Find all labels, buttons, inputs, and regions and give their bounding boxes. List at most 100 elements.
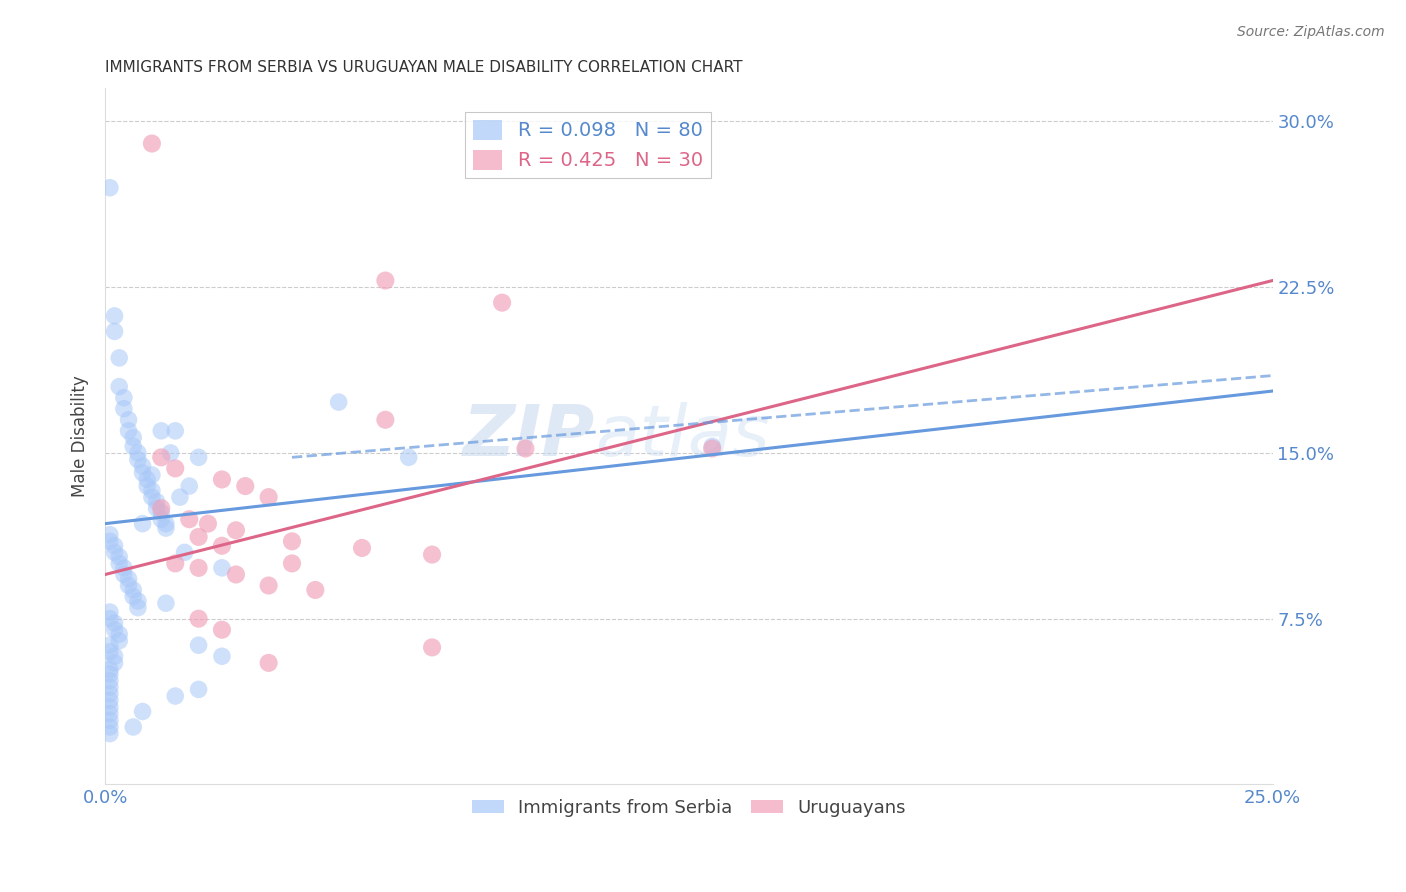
- Point: [108, 557, 131, 571]
- Point: [491, 295, 513, 310]
- Point: [187, 638, 209, 652]
- Point: [515, 442, 537, 456]
- Legend: Immigrants from Serbia, Uruguayans: Immigrants from Serbia, Uruguayans: [464, 792, 914, 824]
- Point: [187, 612, 209, 626]
- Point: [155, 516, 177, 531]
- Point: [117, 413, 139, 427]
- Point: [350, 541, 373, 555]
- Point: [420, 640, 443, 655]
- Point: [98, 645, 121, 659]
- Point: [165, 689, 187, 703]
- Point: [304, 582, 326, 597]
- Point: [131, 466, 153, 480]
- Point: [98, 667, 121, 681]
- Point: [122, 582, 145, 597]
- Point: [103, 309, 125, 323]
- Point: [108, 351, 131, 365]
- Point: [165, 557, 187, 571]
- Point: [98, 638, 121, 652]
- Point: [98, 700, 121, 714]
- Text: atlas: atlas: [596, 402, 770, 471]
- Point: [211, 623, 233, 637]
- Point: [136, 479, 159, 493]
- Point: [98, 663, 121, 677]
- Point: [197, 516, 219, 531]
- Point: [103, 616, 125, 631]
- Point: [165, 424, 187, 438]
- Point: [98, 180, 121, 194]
- Point: [179, 479, 201, 493]
- Point: [108, 627, 131, 641]
- Point: [98, 680, 121, 694]
- Point: [112, 567, 135, 582]
- Point: [150, 512, 173, 526]
- Point: [136, 472, 159, 486]
- Text: IMMIGRANTS FROM SERBIA VS URUGUAYAN MALE DISABILITY CORRELATION CHART: IMMIGRANTS FROM SERBIA VS URUGUAYAN MALE…: [105, 60, 742, 75]
- Point: [155, 596, 177, 610]
- Point: [145, 501, 167, 516]
- Point: [127, 600, 149, 615]
- Point: [122, 590, 145, 604]
- Point: [103, 649, 125, 664]
- Point: [98, 726, 121, 740]
- Point: [103, 324, 125, 338]
- Text: Source: ZipAtlas.com: Source: ZipAtlas.com: [1237, 25, 1385, 39]
- Point: [702, 439, 724, 453]
- Point: [98, 612, 121, 626]
- Point: [117, 424, 139, 438]
- Point: [225, 567, 247, 582]
- Point: [108, 379, 131, 393]
- Point: [187, 682, 209, 697]
- Point: [702, 442, 724, 456]
- Point: [187, 561, 209, 575]
- Point: [108, 633, 131, 648]
- Point: [211, 649, 233, 664]
- Y-axis label: Male Disability: Male Disability: [72, 376, 89, 497]
- Point: [420, 548, 443, 562]
- Point: [398, 450, 420, 465]
- Point: [150, 506, 173, 520]
- Point: [150, 501, 173, 516]
- Point: [257, 656, 280, 670]
- Point: [374, 413, 396, 427]
- Point: [127, 446, 149, 460]
- Point: [98, 714, 121, 728]
- Point: [281, 557, 304, 571]
- Point: [117, 572, 139, 586]
- Point: [159, 446, 181, 460]
- Point: [173, 545, 195, 559]
- Point: [112, 391, 135, 405]
- Point: [127, 452, 149, 467]
- Text: ZIP: ZIP: [463, 402, 596, 471]
- Point: [155, 521, 177, 535]
- Point: [103, 545, 125, 559]
- Point: [187, 530, 209, 544]
- Point: [187, 450, 209, 465]
- Point: [225, 523, 247, 537]
- Point: [179, 512, 201, 526]
- Point: [98, 527, 121, 541]
- Point: [131, 705, 153, 719]
- Point: [141, 490, 163, 504]
- Point: [141, 483, 163, 498]
- Point: [131, 516, 153, 531]
- Point: [150, 424, 173, 438]
- Point: [150, 450, 173, 465]
- Point: [98, 605, 121, 619]
- Point: [98, 720, 121, 734]
- Point: [98, 706, 121, 721]
- Point: [257, 578, 280, 592]
- Point: [122, 720, 145, 734]
- Point: [131, 459, 153, 474]
- Point: [141, 468, 163, 483]
- Point: [165, 461, 187, 475]
- Point: [169, 490, 191, 504]
- Point: [103, 623, 125, 637]
- Point: [122, 439, 145, 453]
- Point: [145, 494, 167, 508]
- Point: [211, 472, 233, 486]
- Point: [98, 687, 121, 701]
- Point: [103, 539, 125, 553]
- Point: [98, 534, 121, 549]
- Point: [98, 693, 121, 707]
